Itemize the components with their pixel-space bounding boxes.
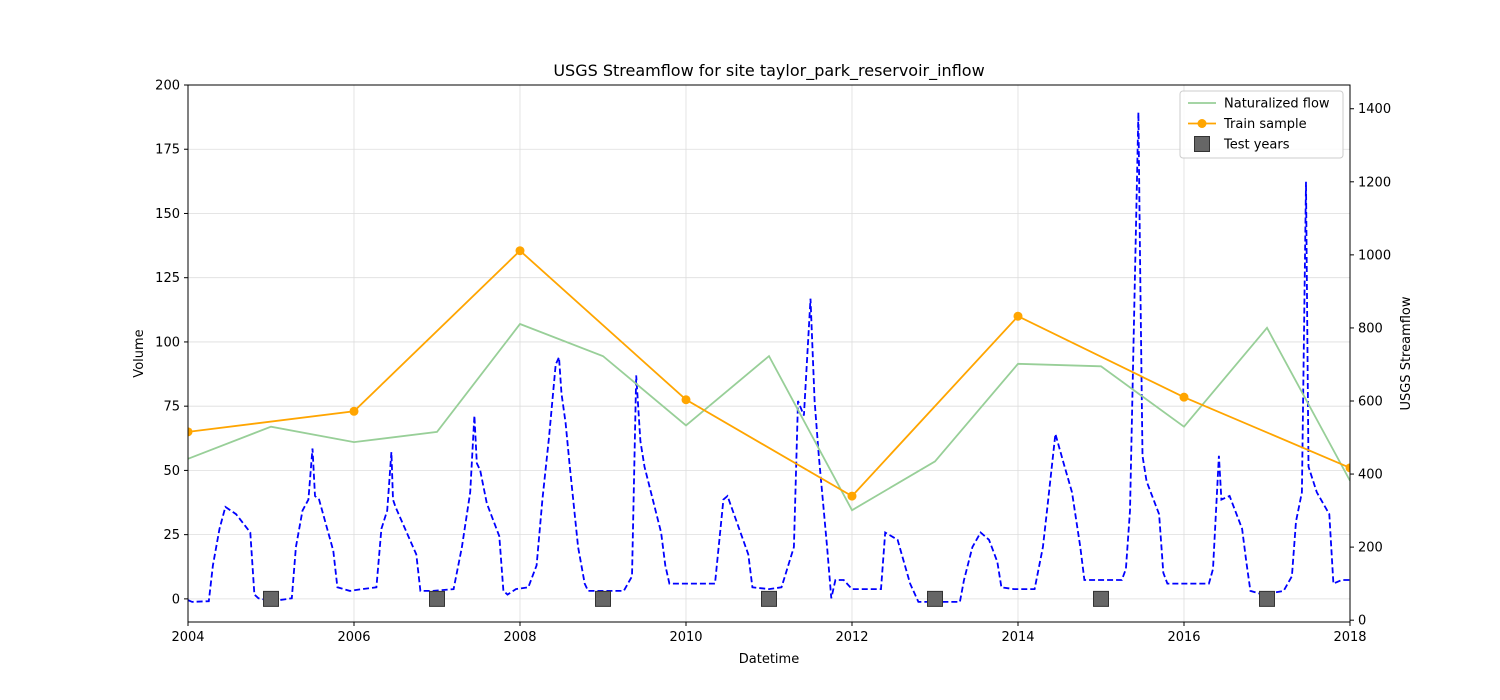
test-year-marker <box>595 590 611 607</box>
legend-box <box>1179 90 1344 159</box>
x-tick-label: 2006 <box>337 630 370 645</box>
x-tick-label: 2018 <box>1333 630 1366 645</box>
chart-title: USGS Streamflow for site taylor_park_res… <box>553 61 984 81</box>
train-sample-point <box>515 246 525 256</box>
legend-label: Test years <box>1223 138 1290 153</box>
y2-tick-label: 0 <box>1358 614 1366 629</box>
y-tick-label: 175 <box>155 143 180 158</box>
y-tick-label: 200 <box>155 79 180 94</box>
test-year-marker <box>927 590 943 607</box>
legend: Naturalized flow Train sample Test years <box>1179 90 1344 159</box>
test-year-marker <box>1093 590 1109 607</box>
y-axis-right: 0 200 400 600 800 1000 1200 1400 <box>1350 102 1391 629</box>
y2-tick-label: 200 <box>1358 541 1383 556</box>
y-tick-label: 150 <box>155 207 180 222</box>
x-tick-label: 2004 <box>171 630 204 645</box>
y-tick-label: 125 <box>155 271 180 286</box>
x-tick-label: 2008 <box>503 630 536 645</box>
train-sample-point <box>349 406 359 416</box>
x-tick-label: 2014 <box>1001 630 1034 645</box>
y-tick-label: 25 <box>163 528 180 543</box>
y2-tick-label: 600 <box>1358 394 1383 409</box>
y-tick-label: 100 <box>155 335 180 350</box>
series-layer <box>188 112 1350 607</box>
y2-axis-label: USGS Streamflow <box>1399 296 1414 410</box>
train-sample-point <box>188 427 193 437</box>
x-axis: 2004 2006 2008 2010 2012 2014 2016 2018 <box>171 622 1367 645</box>
x-tick-label: 2012 <box>835 630 868 645</box>
train-sample-point <box>1179 392 1189 402</box>
test-year-marker <box>429 590 445 607</box>
grid <box>187 84 1351 622</box>
legend-label: Train sample <box>1223 117 1307 132</box>
test-year-marker <box>1259 590 1275 607</box>
legend-label: Naturalized flow <box>1224 97 1330 112</box>
train-sample-point <box>1013 311 1023 321</box>
y2-tick-label: 800 <box>1358 321 1383 336</box>
x-axis-label: Datetime <box>739 652 799 667</box>
test-year-marker <box>761 590 777 607</box>
legend-swatch-test <box>1194 136 1210 152</box>
train-sample-line <box>188 249 1350 498</box>
y-tick-label: 0 <box>172 592 180 607</box>
train-sample-point <box>847 491 857 501</box>
y-axis-left: 0 25 50 75 100 125 150 175 200 <box>155 79 188 607</box>
naturalized-flow-line <box>188 322 1350 512</box>
y2-tick-label: 1400 <box>1358 102 1391 117</box>
y-tick-label: 50 <box>163 464 180 479</box>
train-sample-point <box>681 395 691 405</box>
legend-marker-train <box>1197 119 1207 128</box>
x-tick-label: 2010 <box>669 630 702 645</box>
y-axis-label: Volume <box>132 329 147 377</box>
y2-tick-label: 1200 <box>1358 175 1391 190</box>
usgs-streamflow-line <box>188 112 1350 603</box>
y2-tick-label: 400 <box>1358 468 1383 483</box>
train-sample-point <box>1345 463 1350 473</box>
y-tick-label: 75 <box>163 400 180 415</box>
x-tick-label: 2016 <box>1167 630 1200 645</box>
plot-area-frame <box>187 84 1351 623</box>
y2-tick-label: 1000 <box>1358 248 1391 263</box>
test-year-marker <box>263 590 279 607</box>
